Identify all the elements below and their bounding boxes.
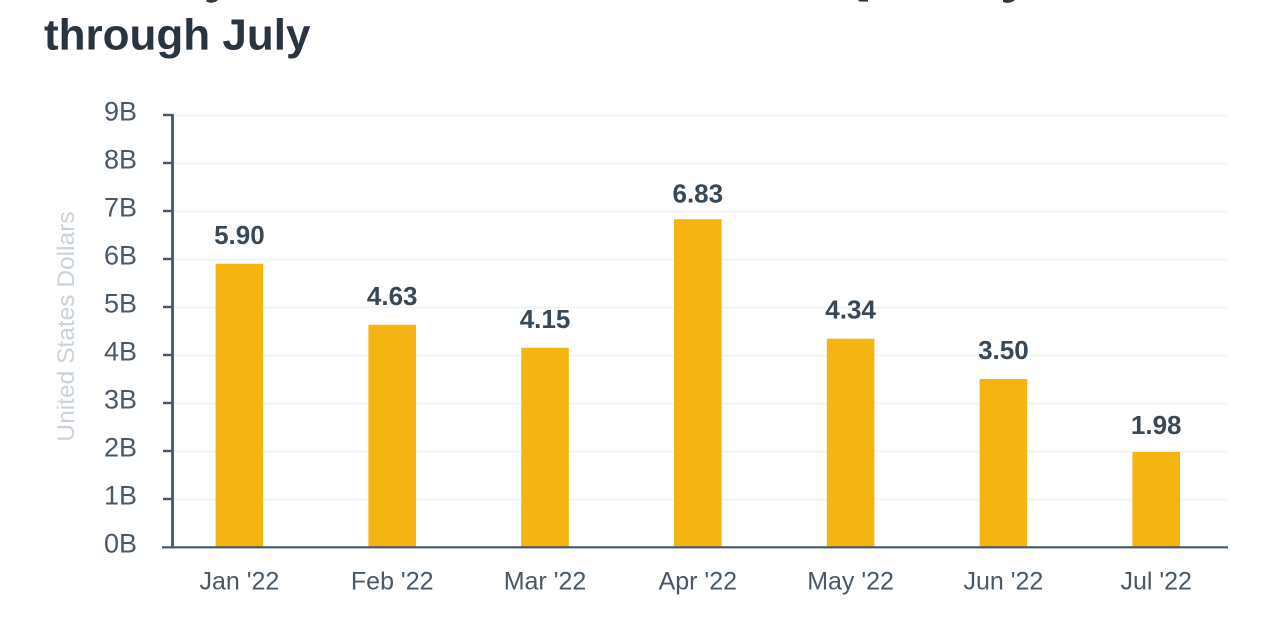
svg-text:3.50: 3.50	[978, 335, 1029, 365]
svg-text:1.98: 1.98	[1131, 410, 1182, 440]
svg-text:through July: through July	[44, 11, 311, 60]
svg-text:5B: 5B	[104, 289, 137, 319]
svg-text:Mar '22: Mar '22	[504, 568, 587, 596]
svg-text:4.34: 4.34	[825, 295, 876, 325]
svg-text:0B: 0B	[104, 529, 137, 559]
svg-text:Jul '22: Jul '22	[1120, 568, 1191, 596]
svg-text:Feb '22: Feb '22	[351, 568, 434, 596]
svg-text:8B: 8B	[104, 145, 137, 175]
svg-text:United States Dollars: United States Dollars	[53, 211, 80, 441]
svg-text:Jun '22: Jun '22	[963, 568, 1043, 596]
svg-text:4B: 4B	[104, 337, 137, 367]
svg-text:3B: 3B	[104, 385, 137, 415]
svg-text:2B: 2B	[104, 433, 137, 463]
svg-text:5.90: 5.90	[214, 220, 265, 250]
svg-text:9B: 9B	[104, 97, 137, 127]
svg-text:May '22: May '22	[807, 568, 894, 596]
svg-text:4.63: 4.63	[367, 281, 418, 311]
svg-text:7B: 7B	[104, 193, 137, 223]
svg-text:Jan '22: Jan '22	[199, 568, 279, 596]
svg-text:Apr '22: Apr '22	[659, 568, 737, 596]
svg-text:4.15: 4.15	[520, 304, 571, 334]
svg-text:6B: 6B	[104, 241, 137, 271]
svg-text:6.83: 6.83	[672, 179, 723, 209]
svg-text:1B: 1B	[104, 481, 137, 511]
